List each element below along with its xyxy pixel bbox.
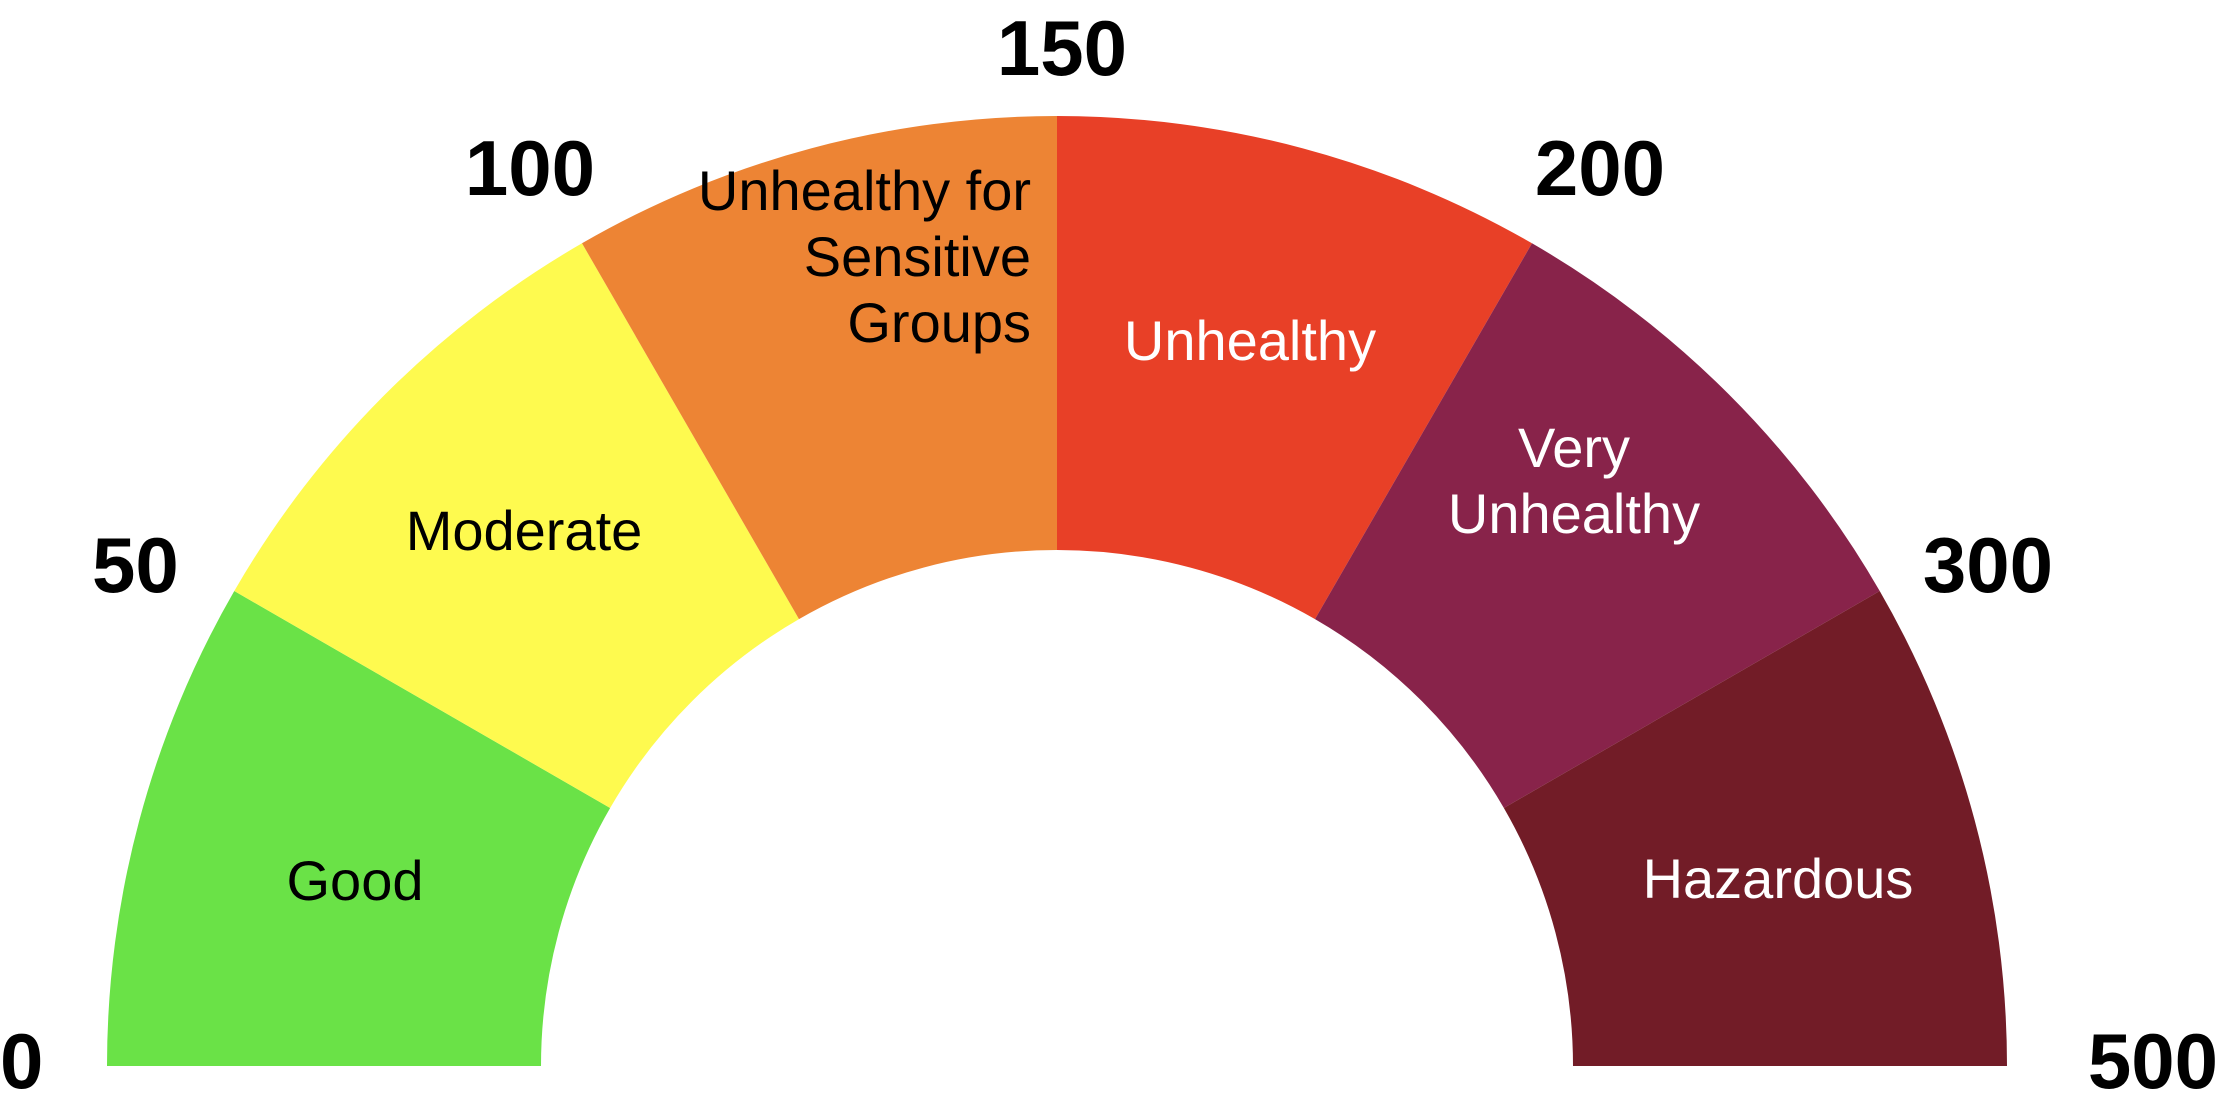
gauge-segment-good: [107, 591, 611, 1066]
gauge-tick-0: 0: [0, 1017, 43, 1105]
gauge-segment-unhealthy: [1057, 116, 1532, 620]
gauge-tick-300: 300: [1923, 521, 2053, 609]
gauge-band-labels: Good Moderate Unhealthy for Sensitive Groups…: [287, 159, 1914, 912]
gauge-label-moderate: Moderate: [406, 499, 643, 562]
gauge-segments: [107, 116, 2007, 1066]
gauge-tick-150: 150: [997, 4, 1127, 92]
gauge-label-unhealthy: Unhealthy: [1124, 309, 1376, 372]
gauge-tick-500: 500: [2088, 1017, 2218, 1105]
gauge-tick-100: 100: [465, 124, 595, 212]
gauge-tick-200: 200: [1535, 124, 1665, 212]
gauge-tick-labels: 0 50 100 150 200 300 500: [0, 4, 2218, 1105]
gauge-segment-unhealthy-for-sensitive-groups: [582, 116, 1057, 620]
gauge-tick-50: 50: [92, 521, 179, 609]
gauge-label-hazardous: Hazardous: [1643, 847, 1914, 910]
gauge-segment-hazardous: [1503, 591, 2007, 1066]
gauge-label-good: Good: [287, 849, 424, 912]
gauge-segment-very-unhealthy: [1315, 243, 1880, 808]
gauge-label-very-unhealthy: Very Unhealthy: [1448, 416, 1700, 545]
gauge-segment-moderate: [234, 243, 799, 808]
gauge-label-unhealthy-for-sensitive-groups: Unhealthy for Sensitive Groups: [698, 159, 1031, 354]
